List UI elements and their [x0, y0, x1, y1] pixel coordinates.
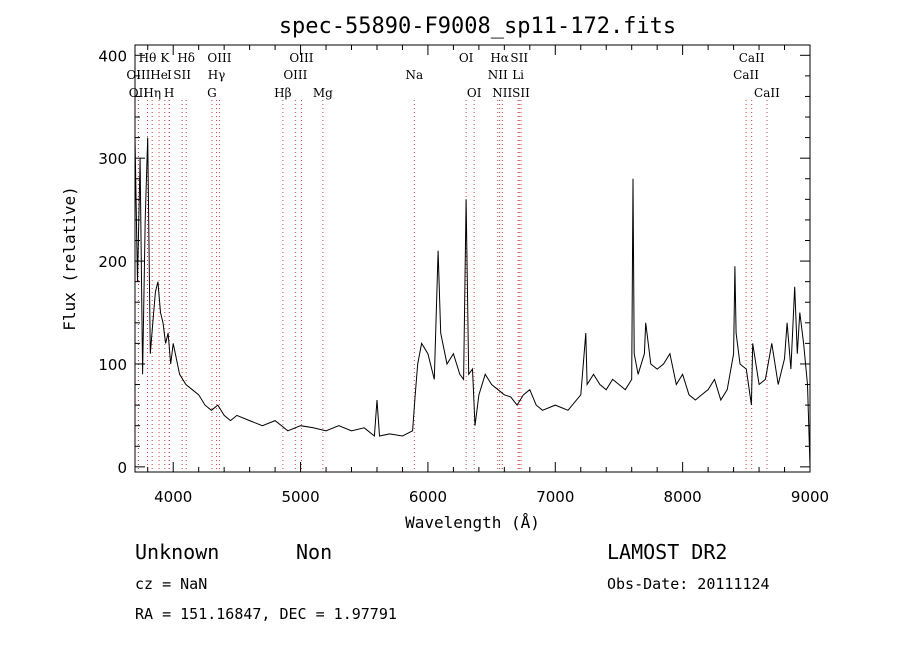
- line-marker-label: NII: [488, 68, 508, 82]
- plot-frame: [134, 44, 811, 473]
- line-marker-label: OII: [129, 86, 149, 100]
- line-marker-label: Hθ: [139, 51, 157, 65]
- line-marker-label: Hγ: [208, 68, 226, 82]
- line-marker-label: OIII: [283, 68, 307, 82]
- line-marker-label: OI: [459, 51, 474, 65]
- x-tick-label: 5000: [281, 488, 319, 506]
- y-tick-label: 0: [117, 459, 127, 477]
- line-marker-label: OIII: [207, 51, 231, 65]
- line-marker-label: OIII: [289, 51, 313, 65]
- class-label: Unknown: [135, 540, 220, 564]
- line-marker-label: Hβ: [274, 86, 291, 100]
- line-marker-label: Hη: [143, 86, 161, 100]
- line-marker-label: I: [167, 68, 172, 82]
- cz-value: cz = NaN: [135, 575, 208, 593]
- line-marker-label: G: [207, 86, 217, 100]
- y-tick-label: 100: [98, 356, 127, 374]
- line-marker-label: H: [164, 86, 174, 100]
- x-axis-label: Wavelength (Å): [405, 513, 540, 532]
- x-tick-label: 6000: [409, 488, 447, 506]
- line-marker-label: SII: [512, 86, 530, 100]
- ra-dec-value: RA = 151.16847, DEC = 1.97791: [135, 605, 397, 623]
- line-marker-label: He: [150, 68, 168, 82]
- line-marker-label: OI: [467, 86, 482, 100]
- y-tick-label: 400: [98, 47, 127, 65]
- x-tick-label: 8000: [664, 488, 702, 506]
- y-axis-label: Flux (relative): [60, 186, 79, 331]
- y-tick-label: 200: [98, 253, 127, 271]
- line-marker-label: SII: [510, 51, 528, 65]
- survey-label: LAMOST DR2: [607, 540, 728, 564]
- line-marker-label: Hα: [490, 51, 509, 65]
- line-marker-label: SII: [173, 68, 191, 82]
- line-marker-label: CaII: [733, 68, 759, 82]
- line-marker-label: CaII: [739, 51, 765, 65]
- x-tick-label: 7000: [536, 488, 574, 506]
- subclass-label: Non: [296, 540, 333, 564]
- line-marker-label: CaII: [754, 86, 780, 100]
- spectrum-line: [134, 137, 811, 467]
- line-marker-label: OIII: [126, 68, 150, 82]
- y-tick-label: 300: [98, 150, 127, 168]
- line-marker-label: Na: [405, 68, 423, 82]
- obs-date: Obs-Date: 20111124: [607, 575, 770, 593]
- line-marker-label: Hδ: [177, 51, 195, 65]
- x-tick-label: 9000: [791, 488, 829, 506]
- chart-title: spec-55890-F9008_sp11-172.fits: [279, 14, 676, 39]
- line-marker-label: Li: [512, 68, 524, 82]
- line-marker-label: NII: [492, 86, 512, 100]
- line-marker-label: Mg: [313, 86, 333, 100]
- line-marker-label: K: [160, 51, 170, 65]
- x-tick-label: 4000: [154, 488, 192, 506]
